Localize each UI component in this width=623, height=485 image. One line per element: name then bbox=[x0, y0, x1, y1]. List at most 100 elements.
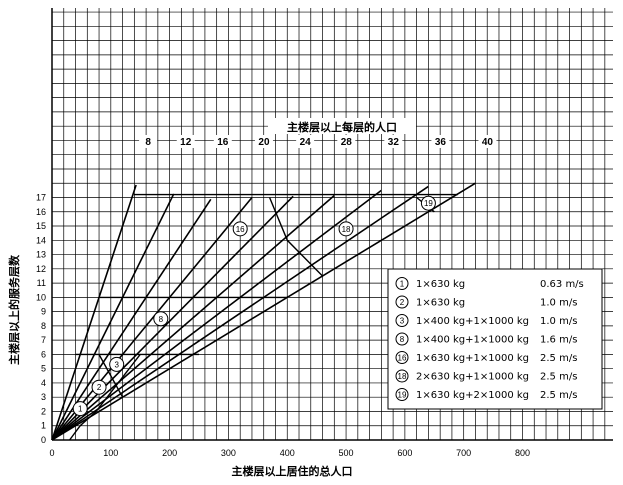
legend-speed: 0.63 m/s bbox=[540, 279, 584, 290]
x-tick-label: 100 bbox=[103, 448, 118, 458]
legend-marker-label: 16 bbox=[398, 354, 407, 363]
x-tick-label: 300 bbox=[221, 448, 236, 458]
y-axis-title: 主楼层以上的服务层数 bbox=[7, 254, 21, 365]
legend-marker-19 bbox=[395, 388, 409, 401]
y-tick-label: 3 bbox=[41, 392, 46, 402]
fan-label-24: 24 bbox=[300, 137, 312, 148]
legend-speed: 1.0 m/s bbox=[540, 298, 577, 309]
y-tick-label: 14 bbox=[36, 235, 46, 245]
marker-label-16: 16 bbox=[236, 225, 245, 234]
y-tick-label: 11 bbox=[37, 278, 46, 288]
marker-19 bbox=[420, 195, 436, 211]
fan-label-bg bbox=[337, 135, 356, 148]
x-tick-label: 0 bbox=[49, 448, 54, 458]
fan-label-20: 20 bbox=[258, 137, 270, 148]
fan-label-bg bbox=[139, 135, 158, 148]
legend-marker-8 bbox=[395, 332, 409, 346]
marker-18 bbox=[338, 221, 354, 237]
legend-marker-label: 19 bbox=[398, 391, 407, 400]
legend-marker-18 bbox=[395, 369, 409, 383]
y-tick-label: 7 bbox=[41, 335, 46, 345]
boundary-1 bbox=[69, 425, 81, 441]
y-tick-label: 6 bbox=[41, 349, 46, 359]
legend-speed: 2.5 m/s bbox=[540, 372, 577, 383]
marker-2 bbox=[91, 379, 107, 395]
legend-config: 1×630 kg bbox=[416, 279, 465, 290]
y-tick-label: 12 bbox=[36, 264, 46, 274]
y-tick-label: 4 bbox=[41, 378, 46, 388]
fan-label-28: 28 bbox=[341, 137, 353, 148]
y-tick-label: 13 bbox=[36, 250, 46, 260]
legend-speed: 2.5 m/s bbox=[540, 390, 577, 401]
marker-3 bbox=[109, 356, 125, 372]
legend-marker-2 bbox=[395, 295, 409, 309]
marker-1 bbox=[72, 401, 88, 417]
marker-label-1: 1 bbox=[78, 405, 83, 414]
fan-line-12 bbox=[51, 193, 175, 441]
y-tick-label: 0 bbox=[41, 435, 46, 445]
fan-label-bg bbox=[478, 135, 497, 148]
legend-marker-label: 18 bbox=[398, 372, 407, 381]
y-tick-label: 8 bbox=[41, 321, 46, 331]
y-tick-label: 15 bbox=[36, 221, 46, 231]
legend-marker-label: 1 bbox=[400, 280, 405, 289]
boundary-2 bbox=[79, 410, 97, 427]
y-tick-label: 1 bbox=[41, 421, 46, 431]
y-tick-label: 16 bbox=[36, 207, 46, 217]
y-tick-label: 2 bbox=[41, 406, 46, 416]
marker-label-3: 3 bbox=[114, 360, 119, 369]
fan-label-bg bbox=[384, 135, 403, 148]
marker-label-18: 18 bbox=[342, 225, 351, 234]
fan-label-36: 36 bbox=[435, 137, 447, 148]
fan-label-32: 32 bbox=[388, 137, 400, 148]
fan-line-8 bbox=[51, 184, 137, 441]
x-tick-label: 500 bbox=[339, 448, 354, 458]
y-tick-label: 5 bbox=[41, 364, 46, 374]
legend-config: 1×630 kg+2×1000 kg bbox=[416, 390, 529, 401]
x-tick-label: 700 bbox=[456, 448, 471, 458]
fan-label-bg bbox=[296, 135, 315, 148]
legend-marker-label: 2 bbox=[400, 298, 405, 307]
marker-16 bbox=[232, 221, 248, 237]
legend-config: 1×400 kg+1×1000 kg bbox=[416, 335, 529, 346]
boundary-lines bbox=[69, 193, 458, 441]
legend-marker-3 bbox=[395, 314, 409, 327]
y-tick-label: 10 bbox=[36, 292, 46, 302]
legend-speed: 2.5 m/s bbox=[540, 353, 577, 364]
boundary-3 bbox=[95, 353, 141, 412]
x-tick-label: 400 bbox=[280, 448, 295, 458]
legend-config: 1×400 kg+1×1000 kg bbox=[416, 316, 529, 327]
legend-marker-label: 8 bbox=[400, 335, 405, 344]
fan-label-bg bbox=[431, 135, 450, 148]
x-tick-label: 800 bbox=[515, 448, 530, 458]
fan-line-20 bbox=[51, 196, 253, 441]
legend-config: 1×630 kg+1×1000 kg bbox=[416, 353, 529, 364]
fan-label-16: 16 bbox=[217, 137, 229, 148]
marker-label-19: 19 bbox=[424, 199, 433, 208]
y-tick-label: 17 bbox=[36, 193, 46, 203]
legend-config: 1×630 kg bbox=[416, 298, 465, 309]
fan-label-8: 8 bbox=[145, 137, 151, 148]
fan-line-16 bbox=[51, 198, 212, 441]
y-tick-label: 9 bbox=[41, 307, 46, 317]
tick-labels: 0 100 200 300 400 500 600 700 800012345678910111… bbox=[36, 193, 530, 459]
legend-marker-1 bbox=[395, 277, 409, 290]
marker-8 bbox=[153, 311, 169, 327]
fan-label-bg bbox=[213, 135, 232, 148]
legend-config: 2×630 kg+1×1000 kg bbox=[416, 372, 529, 383]
x-tick-label: 600 bbox=[397, 448, 412, 458]
fan-line-36 bbox=[51, 185, 429, 441]
title-backdrop bbox=[268, 118, 416, 134]
legend-marker-16 bbox=[395, 351, 409, 364]
fan-label-bg bbox=[254, 135, 273, 148]
legend-speed: 1.6 m/s bbox=[540, 335, 577, 346]
fan-label-12: 12 bbox=[180, 137, 192, 148]
fan-line-28 bbox=[51, 194, 335, 441]
marker-label-8: 8 bbox=[159, 315, 164, 324]
boundary-16 bbox=[268, 197, 323, 277]
legend-marker-label: 3 bbox=[400, 317, 405, 326]
fan-label-bg bbox=[176, 135, 195, 148]
legend-speed: 1.0 m/s bbox=[540, 316, 577, 327]
